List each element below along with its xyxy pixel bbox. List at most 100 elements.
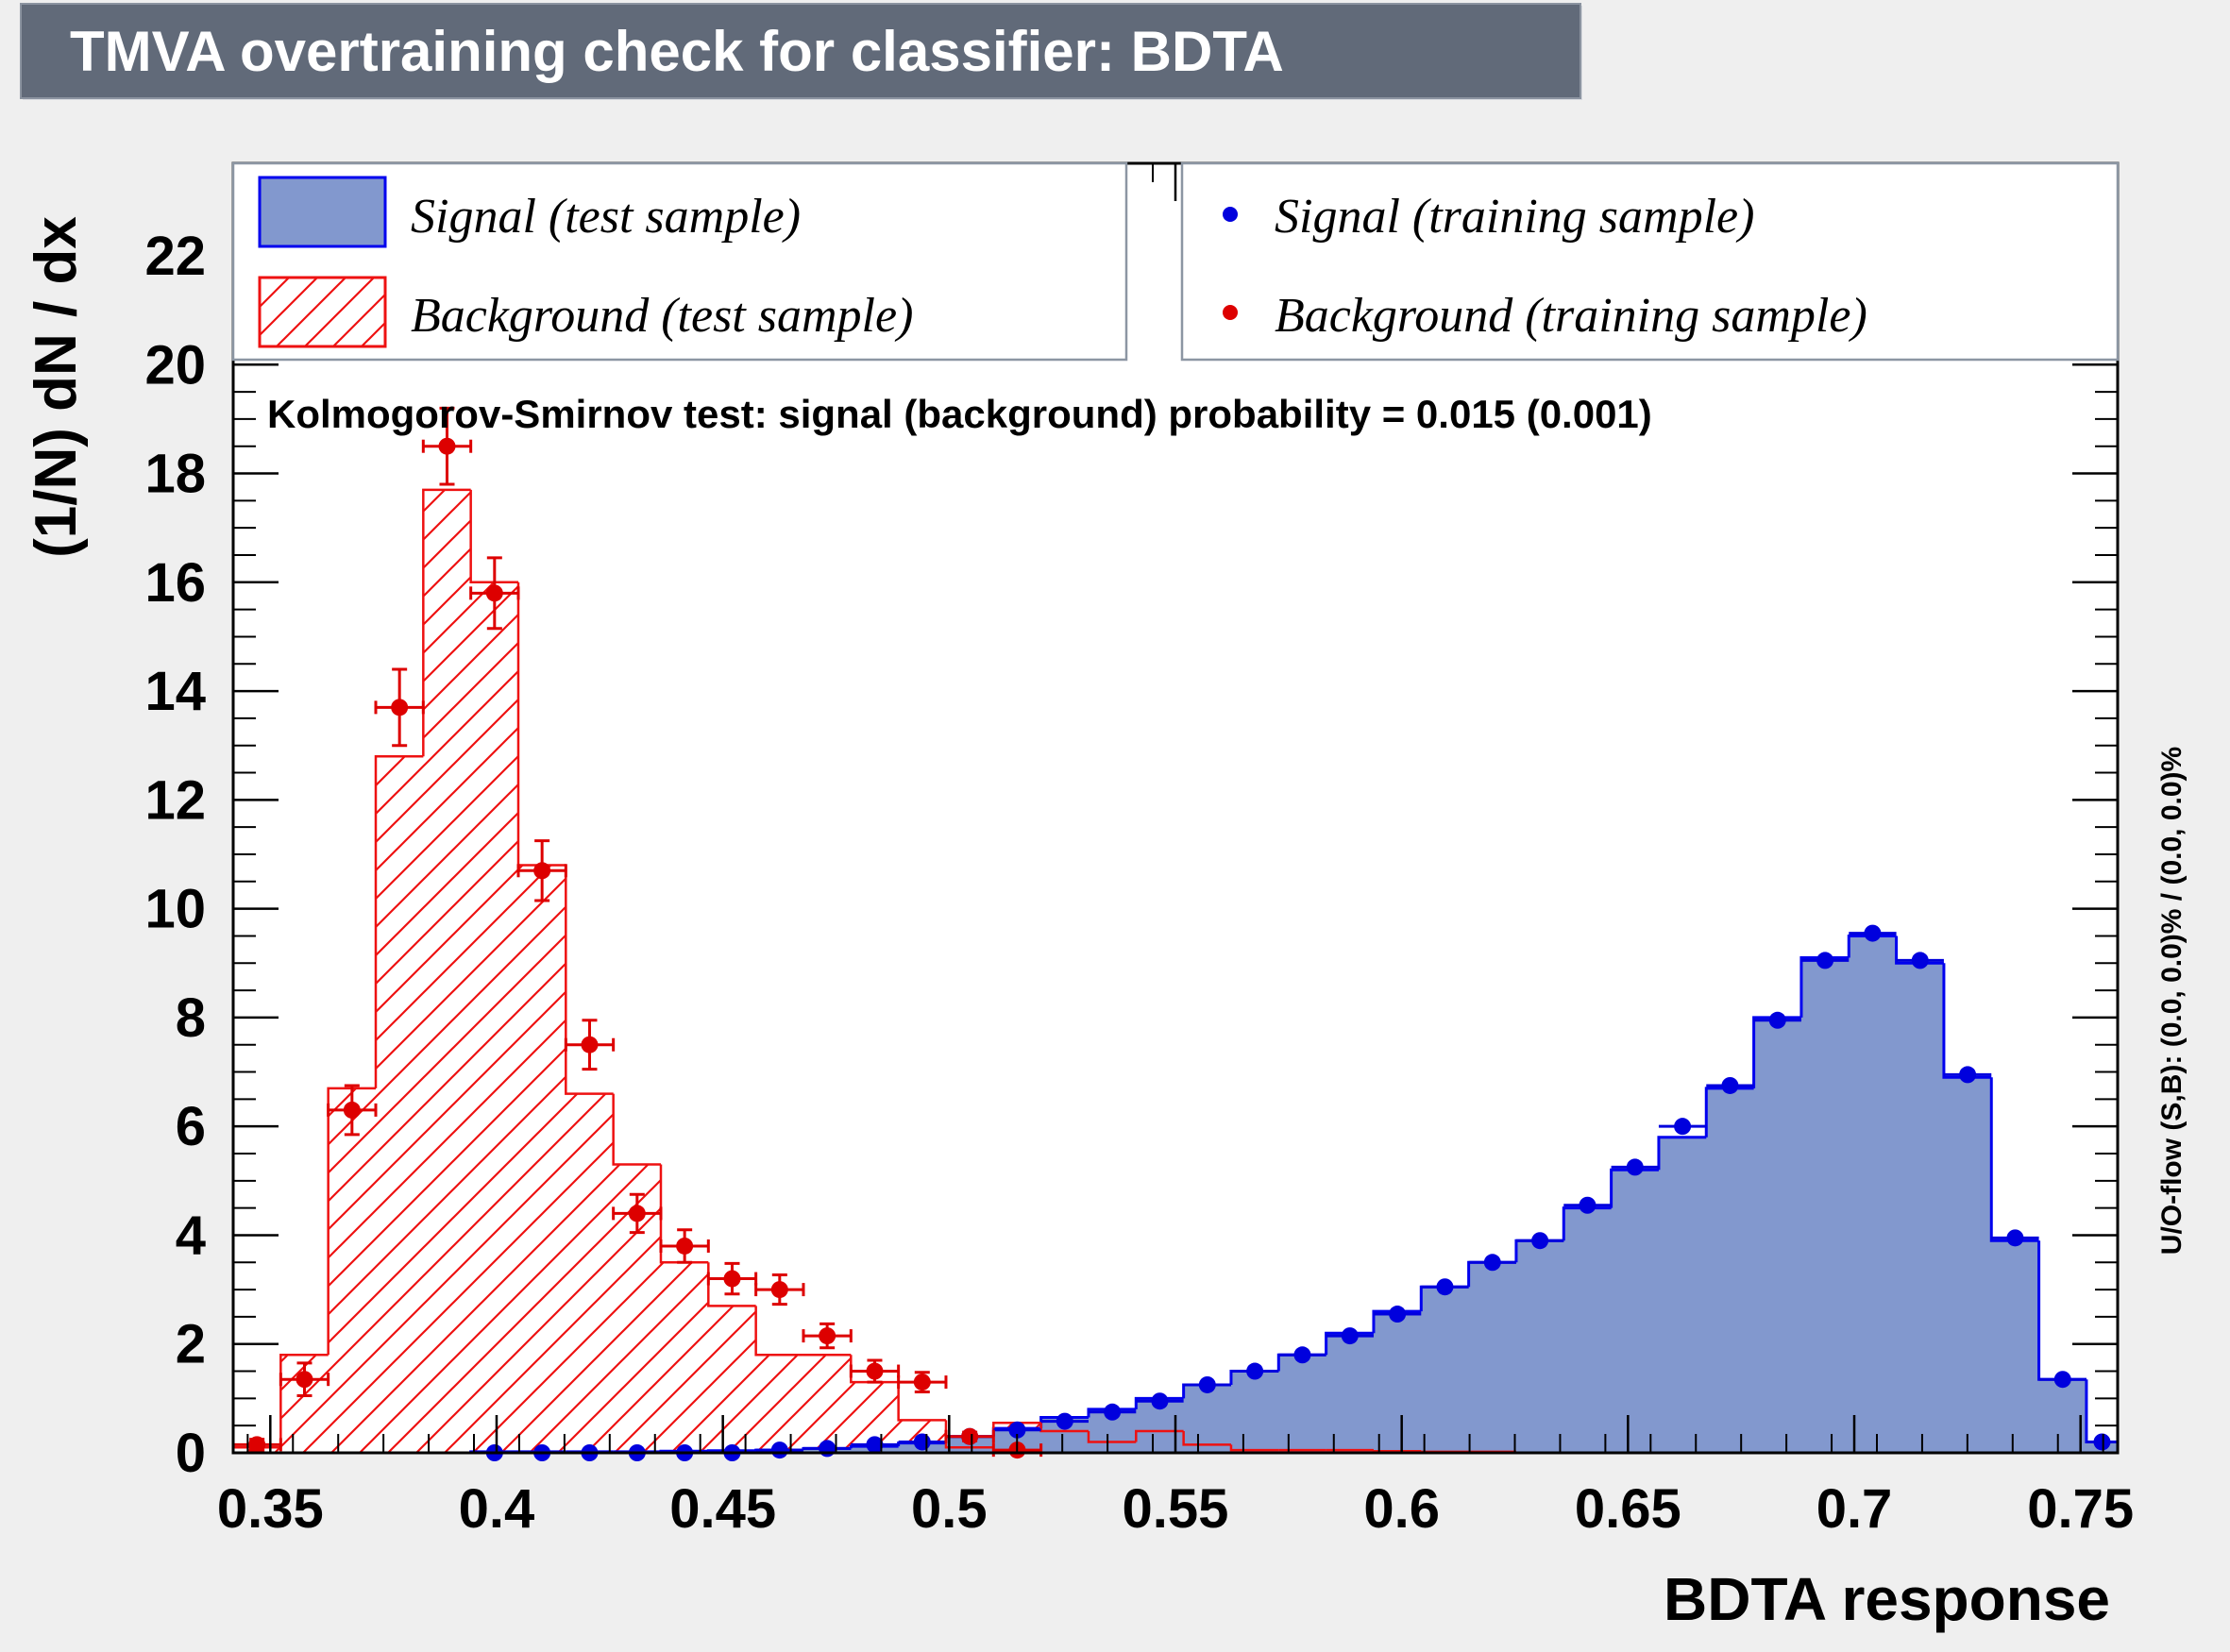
y-tick-label: 6	[176, 1096, 206, 1157]
background-test-bar	[1182, 1430, 1231, 1446]
signal-training-point	[1436, 1278, 1454, 1296]
background-training-point	[819, 1327, 836, 1345]
signal-training-point	[1483, 1254, 1501, 1272]
background-training-point	[391, 699, 409, 716]
background-test-bar	[327, 1087, 376, 1356]
background-training-point	[343, 1101, 361, 1119]
signal-training-point	[1768, 1011, 1786, 1029]
background-training-point	[296, 1371, 313, 1389]
background-test-bar	[1372, 1450, 1422, 1453]
signal-training-point	[1959, 1066, 1977, 1084]
signal-training-point	[1531, 1232, 1549, 1250]
signal-training-point	[1864, 924, 1882, 942]
legend-marker-signal-training	[1223, 207, 1238, 222]
background-training-point	[770, 1281, 788, 1299]
chart-title: TMVA overtraining check for classifier: …	[70, 20, 1284, 83]
background-test-bar	[1087, 1430, 1137, 1443]
legend-label-signal-training: Signal (training sample)	[1275, 190, 1754, 244]
x-tick-label: 0.35	[217, 1478, 324, 1540]
marker-layer	[231, 406, 2118, 1461]
signal-training-point	[1104, 1403, 1122, 1421]
signal-training-point	[2053, 1371, 2071, 1389]
background-training-point	[961, 1427, 979, 1445]
signal-training-point	[1008, 1421, 1026, 1439]
y-tick-label: 0	[176, 1423, 206, 1484]
legend-label-background-test: Background (test sample)	[411, 289, 913, 343]
ks-test-text: Kolmogorov-Smirnov test: signal (backgro…	[267, 392, 1652, 436]
y-tick-label: 22	[144, 226, 206, 287]
signal-training-point	[1341, 1327, 1359, 1345]
background-test-bar	[897, 1382, 946, 1422]
background-test-bar	[565, 865, 614, 1095]
background-test-bar	[659, 1164, 709, 1264]
x-tick-label: 0.55	[1123, 1478, 1229, 1540]
x-tick-label: 0.45	[669, 1478, 776, 1540]
y-tick-label: 20	[144, 334, 206, 396]
background-training-point	[248, 1436, 266, 1454]
signal-training-point	[770, 1441, 788, 1459]
y-tick-label: 18	[144, 444, 206, 505]
background-test-bar	[850, 1355, 899, 1384]
signal-training-point	[1816, 952, 1834, 969]
background-training-point	[581, 1036, 599, 1054]
background-test-bar	[612, 1093, 661, 1166]
signal-test-fill	[233, 936, 2118, 1453]
axes: 0.35 0.4 0.45 0.5 0.55 0.6 0.65 0.7 0.75 0 2 4 6 8 10 1…	[144, 163, 2134, 1540]
y-tick-label: 8	[176, 987, 206, 1049]
signal-training-point	[866, 1436, 884, 1454]
x-tick-label: 0.75	[2027, 1478, 2134, 1540]
y-tick-label: 12	[144, 769, 206, 831]
title-box	[20, 3, 1581, 99]
legend-label-background-training: Background (training sample)	[1275, 289, 1867, 343]
background-test-bar	[469, 489, 518, 584]
background-training-point	[533, 862, 551, 880]
background-training-point	[628, 1205, 646, 1222]
signal-training-point	[1389, 1306, 1407, 1323]
y-tick-label: 10	[144, 879, 206, 940]
signal-training-point	[1246, 1362, 1264, 1380]
background-test-bar	[279, 1354, 329, 1448]
legend-swatch-background-test	[258, 276, 387, 348]
signal-training-point	[1626, 1158, 1644, 1176]
signal-training-point	[913, 1433, 931, 1451]
background-test-hatch	[233, 489, 2118, 1453]
y-axis-title: (1/N) dN / dx	[24, 216, 89, 558]
background-training-point	[485, 584, 503, 602]
x-axis-title: BDTA response	[1664, 1565, 2110, 1633]
signal-training-point	[1721, 1076, 1739, 1094]
legend-label-signal-test: Signal (test sample)	[411, 190, 801, 244]
signal-training-point	[1151, 1392, 1169, 1410]
x-tick-label: 0.7	[1816, 1478, 1893, 1540]
background-test-bar	[374, 754, 424, 1088]
y-tick-label: 16	[144, 552, 206, 614]
signal-training-point	[819, 1440, 836, 1458]
y-tick-label: 14	[144, 661, 206, 722]
background-test-bar	[754, 1306, 803, 1357]
legend-swatch-signal-test	[258, 176, 387, 248]
background-test-bar	[422, 488, 471, 757]
signal-test-bar	[1657, 1136, 1707, 1171]
background-training-point	[913, 1374, 931, 1391]
background-test-bar	[1135, 1429, 1184, 1442]
signal-training-point	[1056, 1412, 1073, 1430]
x-tick-label: 0.6	[1363, 1478, 1440, 1540]
legend-marker-background-training	[1223, 305, 1238, 320]
background-training-point	[676, 1237, 694, 1255]
signal-training-point	[2006, 1229, 2024, 1247]
signal-training-point	[1674, 1118, 1692, 1136]
background-test-bar	[1229, 1444, 1279, 1452]
background-training-point	[438, 437, 456, 455]
signal-training-point	[1911, 952, 1929, 969]
x-tick-label: 0.5	[911, 1478, 988, 1540]
signal-training-point	[1293, 1346, 1311, 1364]
signal-training-point	[1579, 1196, 1596, 1214]
y-tick-label: 2	[176, 1314, 206, 1375]
legend-right	[1180, 161, 2120, 362]
y-tick-label: 4	[176, 1205, 206, 1266]
background-training-point	[866, 1362, 884, 1380]
signal-training-point	[1198, 1375, 1216, 1393]
background-test-bar	[944, 1420, 994, 1449]
background-training-point	[723, 1270, 741, 1288]
